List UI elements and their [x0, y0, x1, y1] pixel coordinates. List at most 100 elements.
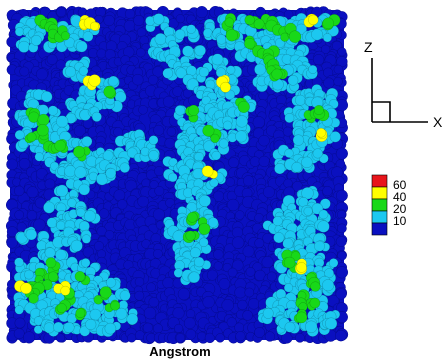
heatmap-particle — [288, 30, 302, 43]
legend-swatch — [371, 198, 388, 212]
heatmap-particle — [186, 211, 198, 223]
heatmap-particle — [237, 299, 248, 311]
heatmap-particle — [35, 68, 49, 81]
heatmap-particle — [304, 320, 318, 334]
heatmap-particle — [6, 237, 18, 249]
heatmap-particle — [198, 194, 211, 207]
heatmap-particle — [93, 241, 105, 252]
heatmap-particle — [70, 239, 83, 252]
heatmap-particle — [283, 9, 294, 20]
heatmap-particle — [221, 298, 234, 312]
heatmap-particle — [211, 150, 221, 161]
heatmap-particle — [105, 167, 117, 179]
heatmap-particle — [188, 271, 201, 284]
heatmap-particle — [56, 7, 67, 18]
legend-swatch — [371, 174, 388, 188]
heatmap-particle — [235, 115, 249, 128]
heatmap-particle — [152, 13, 165, 25]
heatmap-particle — [133, 14, 145, 27]
heatmap-particle — [182, 45, 194, 57]
heatmap-particle — [254, 213, 264, 223]
heatmap-particle — [201, 165, 214, 178]
heatmap-particle — [83, 210, 96, 223]
heatmap-particle — [172, 307, 185, 320]
heatmap-particle — [55, 249, 67, 261]
heatmap-particle — [274, 162, 286, 175]
heatmap-particle — [301, 186, 314, 200]
heatmap-particle — [312, 54, 325, 66]
heatmap-particle — [132, 73, 144, 86]
heatmap-particle — [152, 208, 165, 221]
heatmap-particle — [153, 323, 163, 334]
heatmap-particle — [63, 321, 75, 334]
heatmap-particle — [242, 245, 255, 258]
heatmap-particle — [76, 207, 86, 218]
heatmap-particle — [146, 282, 156, 293]
heatmap-particle — [309, 297, 321, 309]
heatmap-particle — [48, 271, 59, 282]
heatmap-particle — [234, 210, 245, 220]
heatmap-particle — [13, 185, 25, 197]
heatmap-particle — [115, 307, 128, 320]
x-axis-label: Angstrom — [149, 344, 210, 359]
heatmap-particle — [311, 28, 324, 41]
heatmap-particle — [19, 66, 30, 77]
heatmap-particle — [226, 317, 237, 328]
heatmap-particle — [162, 276, 175, 289]
heatmap-particle — [312, 148, 323, 159]
heatmap-particle — [248, 298, 260, 310]
heatmap-particle — [227, 267, 238, 278]
heatmap-particle — [271, 68, 283, 80]
heatmap-particle — [225, 177, 236, 187]
heatmap-particle — [218, 278, 231, 290]
heatmap-particle — [26, 132, 37, 143]
heatmap-particle — [185, 329, 197, 340]
heatmap-particle — [74, 166, 87, 179]
heatmap-particle — [110, 300, 121, 311]
heatmap-particle — [134, 277, 145, 287]
heatmap-particle — [253, 18, 265, 30]
heatmap-particle — [119, 290, 131, 302]
heatmap-particle — [283, 256, 296, 269]
heatmap-particle — [30, 34, 42, 46]
heatmap-particle — [138, 105, 148, 115]
heatmap-particle — [14, 305, 24, 315]
heatmap-particle — [81, 135, 93, 147]
heatmap-particle — [17, 40, 30, 53]
heatmap-particle — [324, 268, 335, 279]
heatmap-particle — [272, 216, 283, 227]
heatmap-particle — [242, 175, 255, 187]
heatmap-particle — [329, 131, 341, 143]
heatmap-particle — [98, 208, 110, 219]
heatmap-particle — [54, 139, 67, 152]
heatmap-particle — [262, 232, 274, 244]
heatmap-particle — [102, 150, 114, 162]
heatmap-particle — [211, 53, 224, 66]
heatmap-particle — [78, 183, 91, 196]
heatmap-particle — [301, 156, 313, 169]
heatmap-particle — [14, 210, 25, 220]
heatmap-particle — [337, 47, 347, 57]
heatmap-particle — [204, 332, 216, 344]
heatmap-particle — [67, 198, 77, 208]
heatmap-particle — [234, 286, 247, 299]
heatmap-particle — [295, 311, 308, 324]
heatmap-particle — [266, 271, 277, 282]
heatmap-particle — [198, 222, 211, 235]
heatmap-particle — [291, 161, 303, 173]
heatmap-particle — [162, 67, 174, 79]
heatmap-particle — [234, 322, 245, 333]
heatmap-particle — [104, 230, 115, 240]
heatmap-particle — [215, 333, 225, 343]
heatmap-particle — [136, 27, 147, 38]
heatmap-particle — [103, 14, 115, 27]
heatmap-particle — [335, 236, 347, 247]
heatmap-particle — [175, 14, 185, 24]
heatmap-particle — [324, 317, 338, 330]
heatmap-particle — [322, 17, 335, 30]
heatmap-particle — [46, 217, 58, 229]
heatmap-particle — [56, 220, 66, 231]
heatmap-particle — [82, 31, 94, 42]
heatmap-particle — [262, 186, 275, 199]
heatmap-particle — [258, 155, 270, 168]
